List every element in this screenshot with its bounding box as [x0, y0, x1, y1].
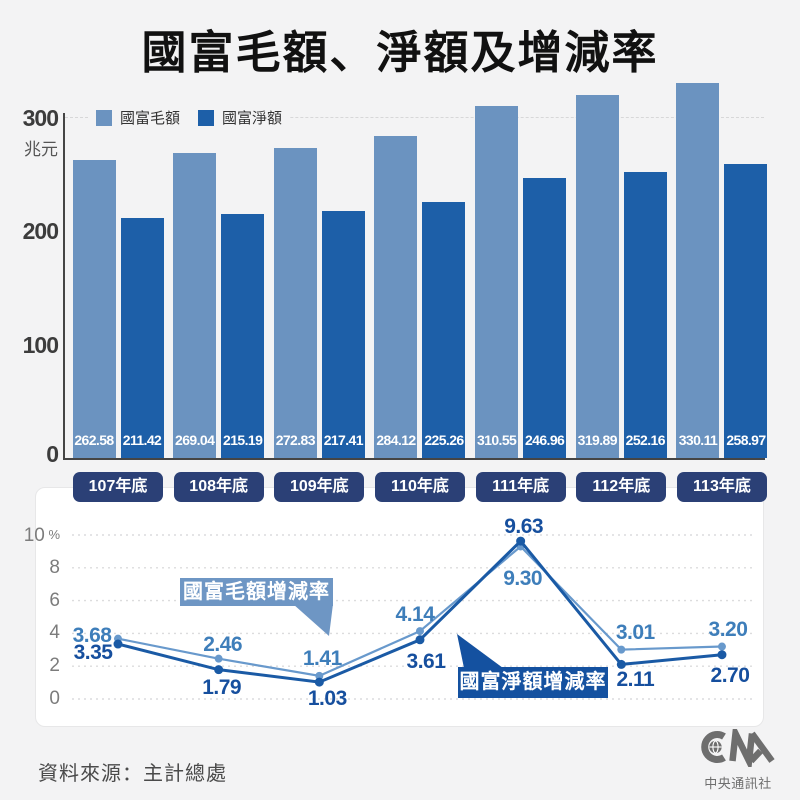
category-pill: 108年底 — [173, 472, 264, 502]
net-bar — [221, 213, 265, 458]
gross-bar-value: 330.11 — [678, 432, 718, 448]
gross-legend-label: 國富毛額 — [120, 110, 181, 127]
gross-bar-value: 310.55 — [477, 432, 517, 448]
gross-growth-value: 2.46 — [203, 632, 243, 656]
net-growth-value: 9.63 — [504, 515, 544, 539]
line-axis-tick-4: 4 — [49, 622, 60, 644]
net-bar-value: 252.16 — [625, 432, 666, 448]
page-title: 國富毛額、淨額及增減率 — [141, 27, 659, 78]
line-axis-tick-0: 0 — [49, 688, 60, 709]
gross-bar-value: 319.89 — [577, 432, 618, 448]
line-axis-tick-8: 8 — [49, 556, 60, 578]
bar-gridline-300 — [65, 117, 764, 118]
category-pill: 109年底 — [274, 472, 365, 502]
net-bar-value: 217.41 — [323, 432, 364, 448]
bar-axis-tick-100: 100 — [22, 331, 59, 358]
cna-logo-icon — [701, 722, 775, 773]
category-pill: 111年底 — [475, 472, 566, 502]
net-bar — [321, 211, 365, 458]
net-bar-value: 225.26 — [424, 432, 464, 448]
category-pill: 112年底 — [576, 472, 667, 502]
net-bar-value: 246.96 — [525, 432, 565, 448]
net-bar — [724, 164, 768, 458]
category-pill: 113年底 — [676, 472, 767, 502]
net-growth-value: 1.79 — [202, 675, 242, 699]
gross-growth-value: 3.20 — [708, 617, 748, 641]
line-axis-tick-2: 2 — [49, 655, 60, 677]
gross-growth-value: 3.68 — [72, 623, 112, 647]
gross-bar — [575, 94, 619, 458]
gross-growth-value: 4.14 — [395, 603, 435, 627]
cna-logo-caption: 中央通訊社 — [704, 776, 772, 791]
net-legend-swatch — [198, 109, 215, 126]
category-pill: 110年底 — [374, 472, 465, 502]
net-bar — [422, 202, 466, 458]
bar-axis-tick-200: 200 — [22, 218, 59, 244]
bar-chart-legend: 國富毛額 國富淨額 — [88, 104, 291, 131]
gross-bar-value: 262.58 — [74, 432, 114, 448]
gross-growth-value: 3.01 — [615, 620, 655, 644]
net-bar — [623, 171, 667, 458]
net-growth-value: 2.70 — [710, 663, 750, 687]
gross-growth-callout: 國富毛額增減率 — [180, 578, 333, 606]
gross-bar — [475, 105, 519, 458]
net-bar-value: 215.19 — [223, 432, 263, 448]
gross-growth-value: 1.41 — [302, 646, 342, 670]
bar-axis-tick-300: 300 — [22, 104, 59, 131]
gross-bar — [273, 148, 317, 458]
gross-bar — [173, 152, 217, 458]
line-axis-unit: % — [44, 527, 60, 542]
category-pill: 107年底 — [73, 472, 163, 502]
net-growth-value: 1.03 — [307, 687, 347, 711]
gross-bar-value: 272.83 — [275, 432, 316, 448]
gross-bar-value: 269.04 — [175, 432, 215, 448]
line-axis-tick-6: 6 — [49, 589, 60, 611]
gross-legend-swatch — [96, 109, 112, 126]
gross-bar — [72, 159, 116, 458]
net-growth-callout: 國富淨額增減率 — [458, 667, 608, 698]
net-growth-value: 3.61 — [406, 649, 446, 673]
data-source-note: 資料來源：主計總處 — [38, 763, 227, 785]
net-bar-value: 258.97 — [726, 432, 766, 448]
gross-bar — [676, 83, 720, 458]
net-growth-value: 3.35 — [73, 641, 113, 665]
gross-bar-value: 284.12 — [376, 432, 416, 448]
net-bar — [523, 177, 567, 458]
cna-logo: 中央通訊社 — [698, 722, 778, 792]
gross-bar — [374, 135, 418, 458]
net-legend-label: 國富淨額 — [222, 110, 283, 127]
bar-axis-tick-0: 0 — [46, 441, 59, 467]
bar-y-axis-line — [63, 113, 65, 458]
gross-growth-value: 9.30 — [503, 567, 543, 591]
bar-x-axis-line — [63, 458, 765, 460]
net-bar-value: 211.42 — [122, 432, 162, 448]
line-axis-tick-10: 10 % — [23, 525, 60, 546]
net-growth-value: 2.11 — [616, 668, 655, 692]
net-bar — [120, 218, 164, 458]
bar-axis-unit: 兆元 — [24, 140, 58, 159]
